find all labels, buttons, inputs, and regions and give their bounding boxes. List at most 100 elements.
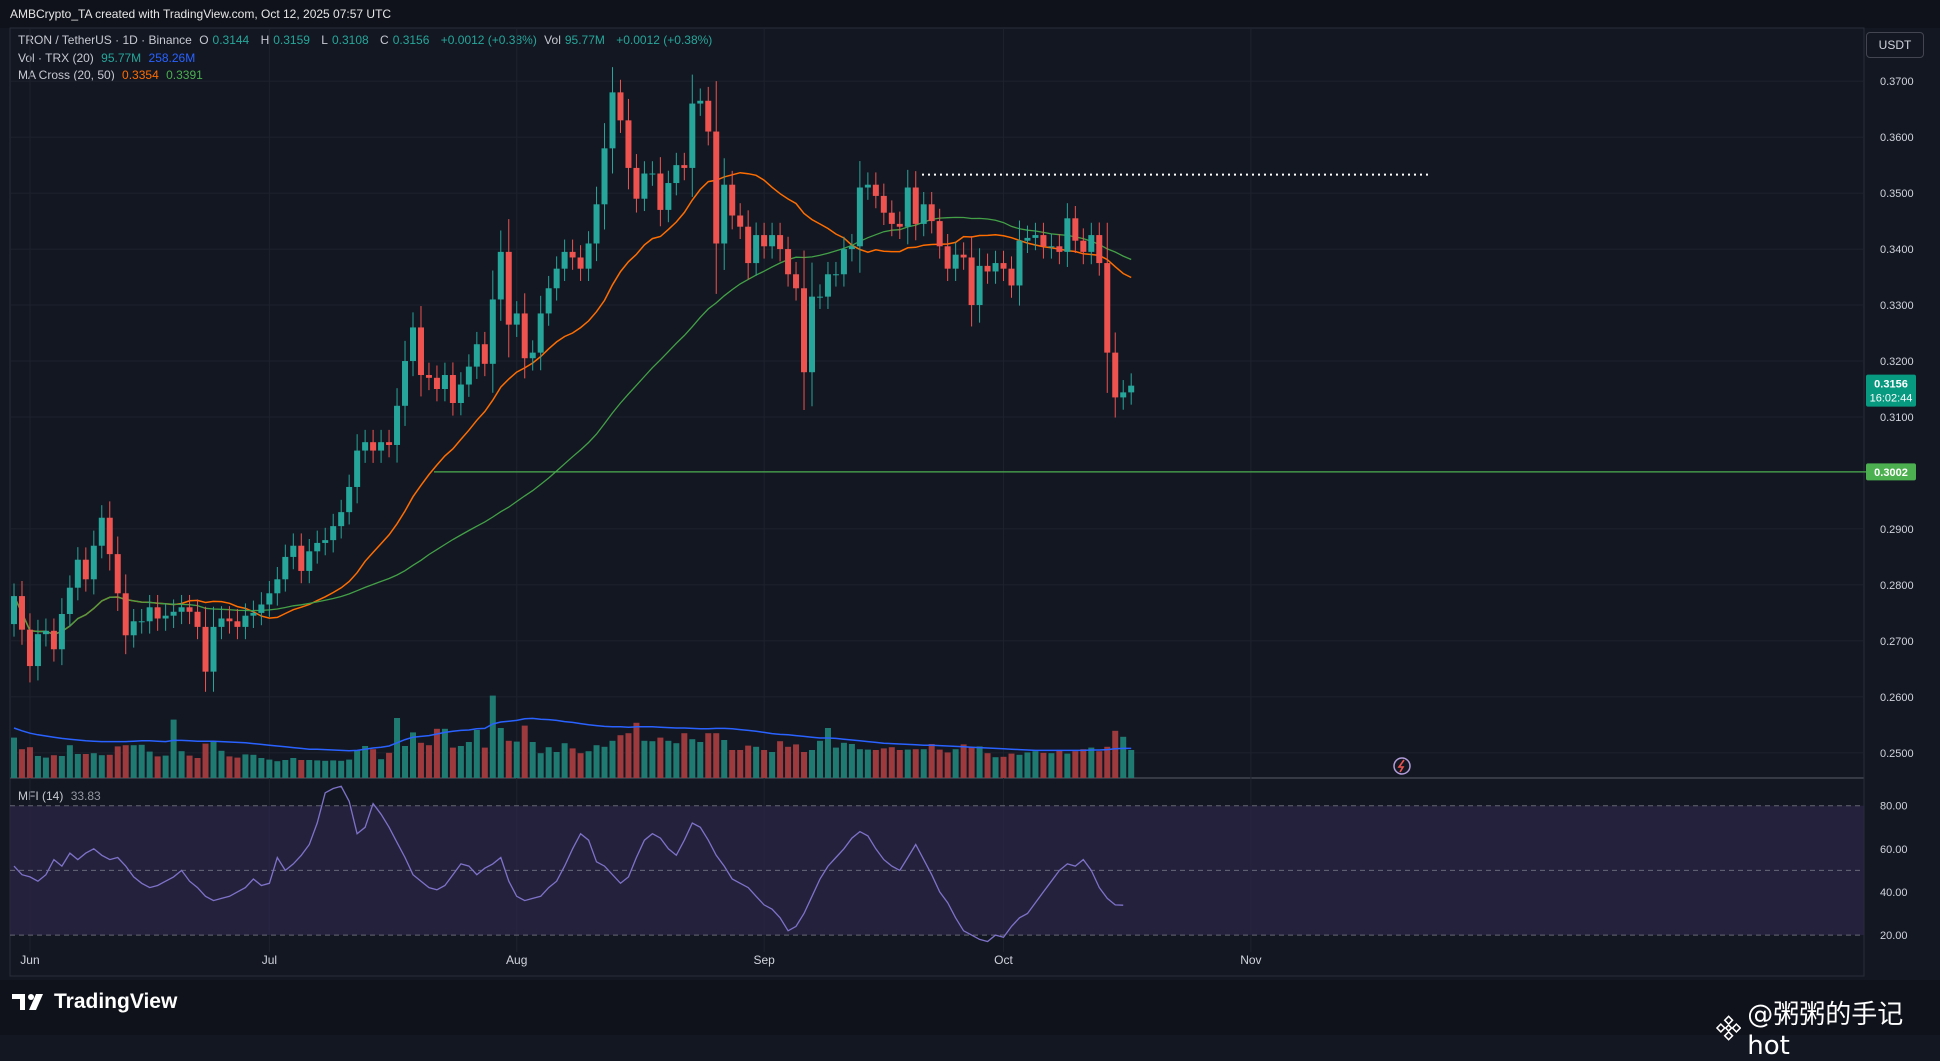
volume-bar [681,733,688,778]
candle [410,327,416,362]
volume-bar [58,756,65,778]
chart-canvas[interactable]: 0.3700 0.3600 0.3500 0.3400 0.3300 0.3200 0.31… [0,0,1940,1035]
volume-bar [98,755,105,778]
candle [737,215,744,227]
volume-bar [984,753,991,778]
candle [1016,240,1023,286]
volume-bar [864,749,871,778]
candle [1104,263,1111,353]
volume-bar [1096,751,1103,778]
candle [186,607,193,612]
volume-bar [968,747,975,778]
volume-bar [410,732,416,778]
ma-slow-value: 0.3391 [166,68,203,82]
candle [378,442,385,451]
candle [769,235,776,247]
volume-bar [162,755,169,778]
candle [553,268,560,289]
volume-bar [824,728,831,778]
volume-bar [920,749,927,778]
candle [441,375,448,390]
volume-bar [769,752,776,778]
volume-bar [848,744,855,778]
candle [705,100,712,132]
volume-bar [114,746,121,778]
volume-bar [497,728,504,778]
candle [106,517,113,555]
candle [657,173,664,210]
candle [537,313,544,353]
support-price-text: 0.3002 [1874,467,1908,479]
volume-bar [1064,753,1071,778]
candle [82,559,89,580]
tradingview-logo[interactable]: TradingView [12,990,177,1014]
volume-bar [1128,750,1135,778]
volume-bar [777,741,784,778]
volume-bar [1080,749,1087,778]
time-tick-label: Jul [262,953,277,967]
price-tick-label: 0.3600 [1880,132,1914,144]
candle [872,184,879,196]
candle [497,251,504,300]
volume-bar [1032,751,1039,778]
candle [18,596,25,630]
volume-bar [282,760,289,778]
mfi-line [13,785,1124,943]
candle [1112,352,1119,398]
volume-bar [713,733,720,778]
volume-bar [449,747,456,778]
close-label: C [380,33,389,47]
volume-bar [314,760,321,778]
countdown-text: 16:02:44 [1870,393,1913,405]
volume-bar [250,754,257,778]
candle [960,254,967,258]
candle [848,246,855,250]
time-tick-label: Sep [753,953,775,967]
candle [1056,246,1063,252]
volume-bar [346,759,353,778]
volume-bar [1088,747,1095,778]
candle [816,296,823,298]
high-label: H [260,33,270,47]
time-tick-label: Oct [994,953,1013,967]
candle [920,204,927,224]
candle [425,375,432,378]
volume-bar [178,751,185,778]
volume-bar [130,745,137,778]
currency-button[interactable]: USDT [1866,32,1924,58]
volume-bar [641,740,648,778]
price-tick-label: 0.2800 [1880,580,1914,592]
low-value: 0.3108 [331,33,369,47]
volume-bar [745,745,752,778]
candle [649,173,656,175]
volume-legend[interactable]: Vol · TRX (20) 95.77M 258.26M [18,51,199,65]
candle [840,249,847,275]
volume-bar [194,758,201,778]
mfi-axis: 80.00 60.00 40.00 20.00 [1880,801,1908,942]
lightning-icon[interactable] [1393,757,1411,775]
candle [98,517,105,546]
volume-bar [992,757,999,778]
ma-legend[interactable]: MA Cross (20, 50) 0.3354 0.3391 [18,68,207,82]
candle [824,274,831,297]
time-tick-label: Jun [20,953,39,967]
volume-bar [433,728,440,778]
volume-bar [274,761,281,778]
candle [529,352,536,359]
volume-bar [505,740,512,778]
volume-bar [705,733,712,778]
candle [457,384,464,403]
mfi-legend[interactable]: MFI (14) 33.83 [18,789,105,803]
volume-bar [11,737,17,778]
candle [162,615,169,619]
volume-bar [90,753,97,778]
volume-bar [832,747,839,778]
candle [952,254,959,269]
candle [633,167,640,199]
candle [34,634,41,667]
volume-bar [298,760,305,778]
volume-bar [689,739,696,778]
candle [26,629,33,667]
volume-bar [737,750,744,778]
symbol-title[interactable]: TRON / TetherUS · 1D · Binance [18,33,192,47]
